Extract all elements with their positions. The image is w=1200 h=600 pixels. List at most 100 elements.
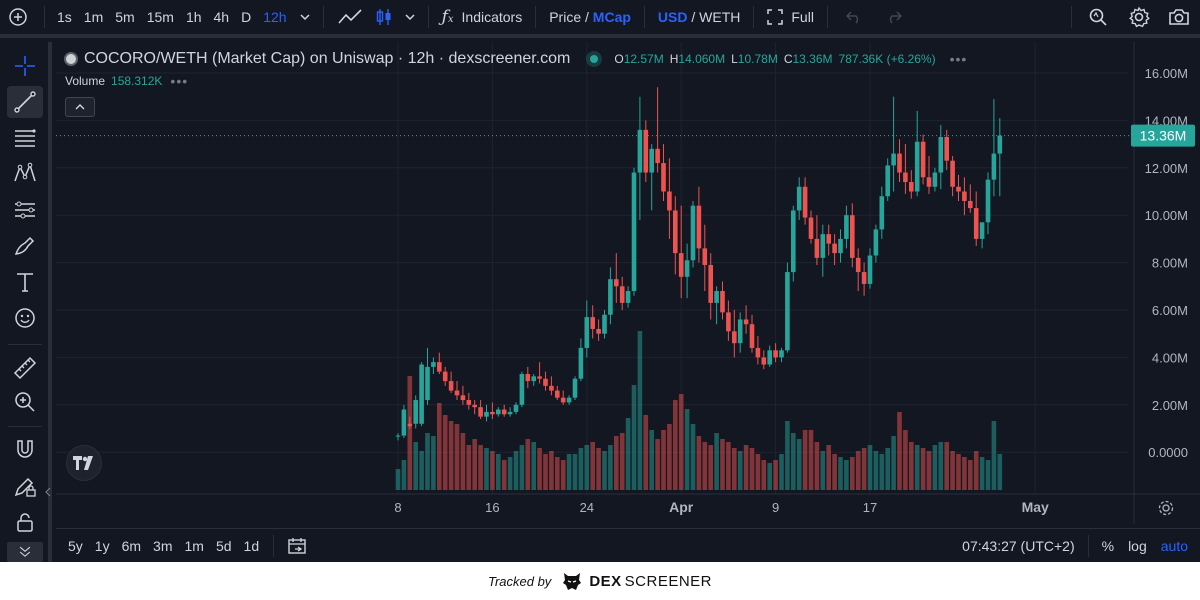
volume-bar (950, 451, 955, 490)
timeframe-D-button[interactable]: D (241, 9, 252, 25)
text-icon (17, 273, 33, 292)
range-1m-button[interactable]: 1m (184, 537, 204, 554)
fib-tool-button[interactable] (7, 122, 43, 154)
text-tool-button[interactable] (7, 266, 43, 298)
lock-draw-tool-button[interactable] (7, 470, 43, 502)
goto-date-button[interactable] (280, 529, 314, 563)
add-symbol-button[interactable] (0, 0, 38, 36)
range-1y-button[interactable]: 1y (94, 537, 110, 554)
percent-scale-button[interactable]: % (1101, 537, 1115, 554)
fullscreen-button[interactable]: Full (760, 0, 821, 36)
volume-bar (602, 451, 607, 490)
candle-body (761, 357, 767, 365)
volume-bar (814, 442, 820, 490)
volume-bar (838, 457, 843, 490)
log-scale-button[interactable]: log (1128, 537, 1147, 554)
volume-bar (454, 424, 460, 490)
volume-bar (690, 424, 696, 490)
pencil-lock-icon (14, 477, 36, 497)
volume-bar (767, 463, 772, 490)
hide-tools-handle[interactable] (44, 480, 52, 504)
timeframe-5m-button[interactable]: 5m (115, 9, 135, 25)
undo-button[interactable] (834, 0, 874, 36)
magnet-tool-button[interactable] (7, 434, 43, 466)
timeframe-dropdown[interactable] (293, 0, 317, 36)
tradingview-logo[interactable] (66, 445, 102, 481)
measure-tool-button[interactable] (7, 352, 43, 384)
timeframe-15m-button[interactable]: 15m (146, 9, 174, 25)
y-tick-label: 0.0000 (1148, 445, 1188, 460)
range-1d-button[interactable]: 1d (243, 537, 260, 554)
gear-icon (1129, 6, 1150, 28)
volume-bar (496, 454, 501, 490)
timeframe-1h-button[interactable]: 1h (185, 9, 202, 25)
candle-body (932, 172, 938, 187)
volume-bar (968, 460, 973, 490)
volume-bar (560, 460, 566, 490)
volume-bar (808, 430, 814, 490)
redo-button[interactable] (874, 0, 914, 36)
quick-search-button[interactable] (1078, 0, 1118, 36)
y-tick-label: 10.00M (1145, 208, 1188, 223)
zoom-tool-button[interactable] (7, 386, 43, 418)
trend-line-tool-button[interactable] (7, 86, 43, 118)
crosshair-tool-button[interactable] (7, 50, 43, 82)
candle-body (490, 411, 495, 415)
candle-body (531, 376, 536, 382)
price-label: Price (549, 9, 582, 25)
volume-bar (555, 457, 560, 490)
volume-bar (985, 460, 991, 490)
candle-chart-button[interactable] (370, 0, 398, 36)
y-tick-label: 16.00M (1145, 66, 1188, 81)
volume-bar (460, 433, 466, 490)
redo-icon (889, 11, 902, 24)
candle-body (478, 407, 483, 417)
volume-bar (714, 433, 719, 490)
indicators-button[interactable]: ƒx Indicators (435, 0, 530, 36)
auto-scale-button[interactable]: auto (1160, 537, 1188, 554)
range-5y-button[interactable]: 5y (68, 537, 83, 554)
timeframe-4h-button[interactable]: 4h (213, 9, 230, 25)
chart-app: 1s 1m 5m 15m 1h 4h D 12h ƒx Indicators Price / … (0, 0, 1200, 562)
volume-bar (649, 430, 654, 490)
candle-body (855, 257, 861, 273)
currency-toggle[interactable]: USD / WETH (651, 0, 747, 36)
emoji-tool-button[interactable] (7, 302, 43, 334)
candle-body (903, 172, 908, 183)
volume-bar (873, 451, 879, 490)
timeframe-12h-button[interactable]: 12h (263, 9, 287, 25)
line-chart-button[interactable] (330, 0, 370, 36)
candlestick-chart[interactable]: 16.00M14.00M12.00M10.00M8.00M6.00M4.00M2… (56, 42, 1200, 524)
volume-bar (513, 451, 519, 490)
clock-time[interactable]: 07:43:27 (UTC+2) (962, 537, 1075, 554)
volume-bar (962, 457, 967, 490)
range-3m-button[interactable]: 3m (153, 537, 173, 554)
settings-button[interactable] (1118, 0, 1160, 36)
screenshot-button[interactable] (1160, 0, 1200, 36)
pattern-tool-button[interactable] (7, 158, 43, 190)
lock-button[interactable] (7, 506, 43, 538)
range-5d-button[interactable]: 5d (215, 537, 232, 554)
chart-type-dropdown[interactable] (398, 0, 422, 36)
range-6m-button[interactable]: 6m (121, 537, 142, 554)
legend-more-icon[interactable]: ••• (949, 51, 968, 67)
time-axis[interactable]: 8 16 24 Apr 9 17 May (56, 493, 1200, 516)
toolbar-divider (1087, 534, 1089, 557)
volume-bar (755, 454, 761, 490)
collapse-legend-button[interactable] (65, 97, 95, 117)
volume-bar (419, 451, 424, 490)
volume-more-icon[interactable]: ••• (170, 73, 189, 89)
prediction-tool-button[interactable] (7, 194, 43, 226)
volume-bar (832, 454, 837, 490)
price-axis[interactable]: 16.00M14.00M12.00M10.00M8.00M6.00M4.00M2… (1131, 42, 1195, 524)
candle-body (838, 238, 843, 254)
timeframe-1m-button[interactable]: 1m (83, 9, 104, 25)
brush-tool-button[interactable] (7, 230, 43, 262)
chevron-down-icon (405, 14, 415, 21)
candle-body (962, 191, 967, 201)
expand-tools-button[interactable] (7, 542, 43, 562)
price-mcap-toggle[interactable]: Price / MCap (542, 0, 638, 36)
timeframe-1s-button[interactable]: 1s (57, 9, 72, 25)
volume-bar (566, 454, 572, 490)
volume-bar (448, 421, 454, 490)
